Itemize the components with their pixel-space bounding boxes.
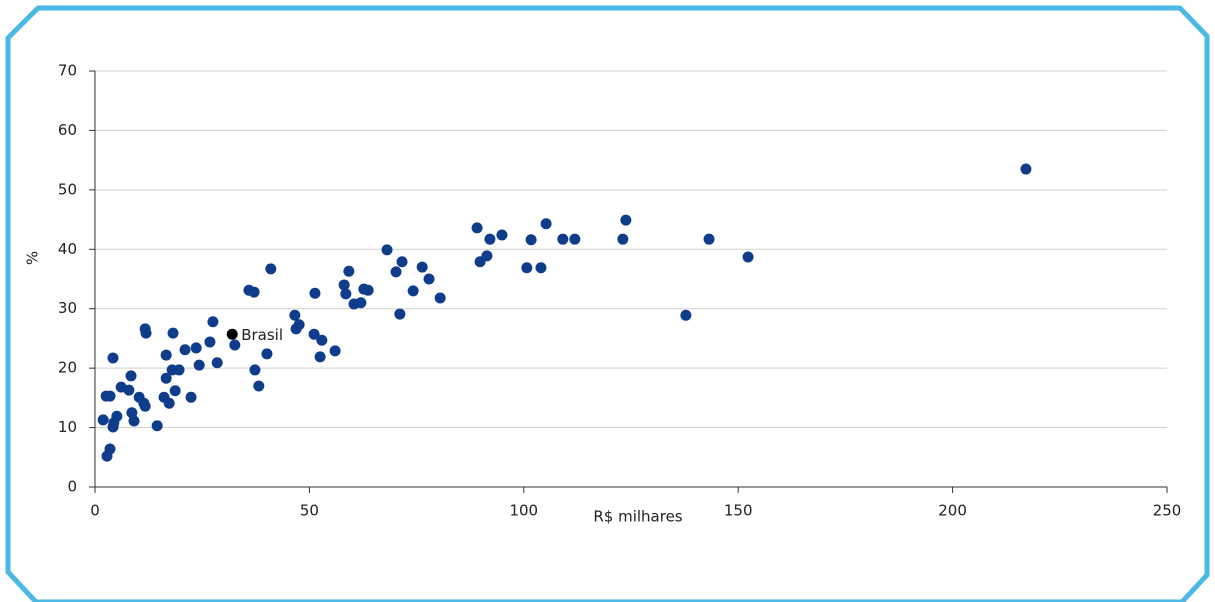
point [104,390,116,402]
point [484,233,496,245]
y-tick-label: 50 [58,180,77,198]
point [167,327,179,339]
y-tick-label: 10 [58,418,77,436]
point [362,284,374,296]
point [340,288,352,300]
x-tick-label: 200 [938,502,967,520]
point [396,256,408,268]
point [535,262,547,274]
point [173,364,185,376]
point [249,364,261,376]
point [521,262,533,274]
point [265,263,277,275]
point [261,348,273,360]
point [434,292,446,304]
point [111,410,123,422]
highlight-point [226,328,238,340]
y-tick-label: 60 [58,121,77,139]
point [248,286,260,298]
frame [5,5,1210,602]
point [160,349,172,361]
point [179,344,191,356]
highlight-label: Brasil [241,326,283,344]
x-tick-label: 0 [90,502,100,520]
point [107,352,119,364]
point [104,443,116,455]
point [308,328,320,340]
point [525,234,537,246]
point [407,285,419,297]
point [471,222,483,234]
point [229,339,241,351]
point [309,287,321,299]
y-tick-label: 30 [58,299,77,317]
y-tick-label: 70 [58,62,77,80]
point [293,319,305,331]
point [193,359,205,371]
x-axis-label: R$ milhares [593,508,682,526]
point [126,407,138,419]
point [557,233,569,245]
point [163,397,175,409]
point [423,273,435,285]
point [703,233,715,245]
point [496,229,508,241]
x-tick-label: 50 [300,502,319,520]
point [569,233,581,245]
point [742,251,754,263]
point [128,415,140,427]
point [343,265,355,277]
point [540,218,552,230]
point [316,334,328,346]
point [139,400,151,412]
y-axis-label: % [24,251,42,265]
point [355,297,367,309]
x-tick-label: 250 [1153,502,1182,520]
point [314,351,326,363]
x-tick-label: 100 [509,502,538,520]
point [617,233,629,245]
point [390,266,402,278]
point [329,345,341,357]
point [207,316,219,328]
y-tick-label: 0 [67,478,77,496]
point [680,309,692,321]
y-tick-label: 20 [58,359,77,377]
y-tick-label: 40 [58,240,77,258]
point [169,385,181,397]
point [211,357,223,369]
point [123,384,135,396]
point [160,372,172,384]
point [338,279,350,291]
point [204,336,216,348]
point [481,250,493,262]
point [394,308,406,320]
point [140,327,152,339]
point [289,309,301,321]
point [381,244,393,256]
point [620,214,632,226]
point [125,370,137,382]
point [416,261,428,273]
point [1020,163,1032,175]
x-tick-label: 150 [724,502,753,520]
point [190,342,202,354]
point [185,391,197,403]
point [97,414,109,426]
point [253,380,265,392]
point [151,420,163,432]
